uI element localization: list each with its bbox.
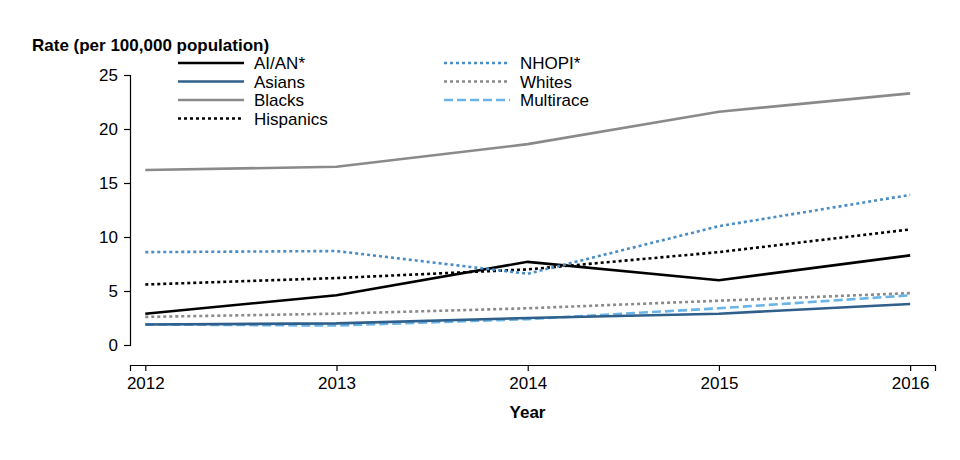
legend-label: Hispanics (254, 110, 328, 129)
y-tick: 15 (99, 174, 130, 193)
y-tick-mark (124, 75, 130, 76)
series-line (145, 255, 910, 313)
legend-label: Blacks (254, 91, 304, 110)
legend-label: AI/AN* (254, 54, 305, 73)
x-tick-mark (528, 365, 529, 371)
y-axis: 0 5 10 15 20 25 (99, 66, 130, 355)
legend-swatch (178, 80, 244, 83)
x-tick-mark (719, 365, 720, 371)
series-line (145, 295, 910, 325)
x-tick: 2012 (127, 365, 165, 393)
legend-swatch (444, 80, 510, 83)
legend: AI/AN*AsiansBlacksHispanics NHOPI*WhitesM… (178, 54, 589, 129)
legend-item: NHOPI* (444, 54, 581, 73)
y-tick-mark (124, 237, 130, 238)
x-axis-title: Year (510, 403, 546, 422)
legend-swatch (178, 62, 244, 65)
x-tick: 2016 (892, 365, 930, 393)
x-tick-mark (145, 365, 146, 371)
x-tick-label: 2013 (318, 374, 356, 393)
y-tick-label: 25 (99, 66, 118, 85)
y-tick-label: 5 (109, 282, 118, 301)
y-tick-mark (124, 129, 130, 130)
legend-item: Blacks (178, 91, 304, 110)
legend-item: Whites (444, 73, 572, 92)
x-axis: 2012 2013 2014 2015 2016 (127, 365, 936, 393)
x-tick-mark (910, 365, 911, 371)
y-tick: 0 (109, 336, 130, 355)
y-tick-mark (124, 345, 130, 346)
series-line (145, 293, 910, 317)
y-tick-mark (124, 291, 130, 292)
x-tick-mark (336, 365, 337, 371)
series-line (145, 304, 910, 325)
x-tick-label: 2014 (509, 374, 547, 393)
legend-label: NHOPI* (520, 54, 581, 73)
x-tick-label: 2016 (892, 374, 930, 393)
y-tick: 25 (99, 66, 130, 85)
x-tick: 2014 (509, 365, 547, 393)
y-tick: 20 (99, 120, 130, 139)
series-line (145, 229, 910, 284)
chart: 0 5 10 15 20 25 2012 2013 2014 2015 2016 Rate (per … (0, 0, 960, 460)
y-tick-label: 0 (109, 336, 118, 355)
legend-swatch (444, 62, 510, 65)
y-tick: 5 (109, 282, 130, 301)
legend-item: Asians (178, 73, 305, 92)
x-axis-line (131, 366, 936, 372)
x-tick-label: 2015 (701, 374, 739, 393)
legend-swatch (178, 117, 244, 120)
lines (145, 93, 910, 325)
legend-label: Whites (520, 73, 572, 92)
y-tick-mark (124, 183, 130, 184)
legend-item: Hispanics (178, 110, 328, 129)
y-tick: 10 (99, 228, 130, 247)
y-axis-line (124, 76, 131, 346)
x-tick-label: 2012 (127, 374, 165, 393)
legend-label: Multirace (520, 91, 589, 110)
legend-item: Multirace (444, 91, 589, 110)
legend-swatch (444, 99, 510, 102)
x-tick: 2013 (318, 365, 356, 393)
y-tick-label: 15 (99, 174, 118, 193)
series-line (145, 195, 910, 274)
legend-swatch (178, 99, 244, 102)
x-tick: 2015 (701, 365, 739, 393)
legend-item: AI/AN* (178, 54, 305, 73)
y-tick-label: 20 (99, 120, 118, 139)
y-axis-title: Rate (per 100,000 population) (32, 36, 269, 55)
legend-label: Asians (254, 73, 305, 92)
y-tick-label: 10 (99, 228, 118, 247)
